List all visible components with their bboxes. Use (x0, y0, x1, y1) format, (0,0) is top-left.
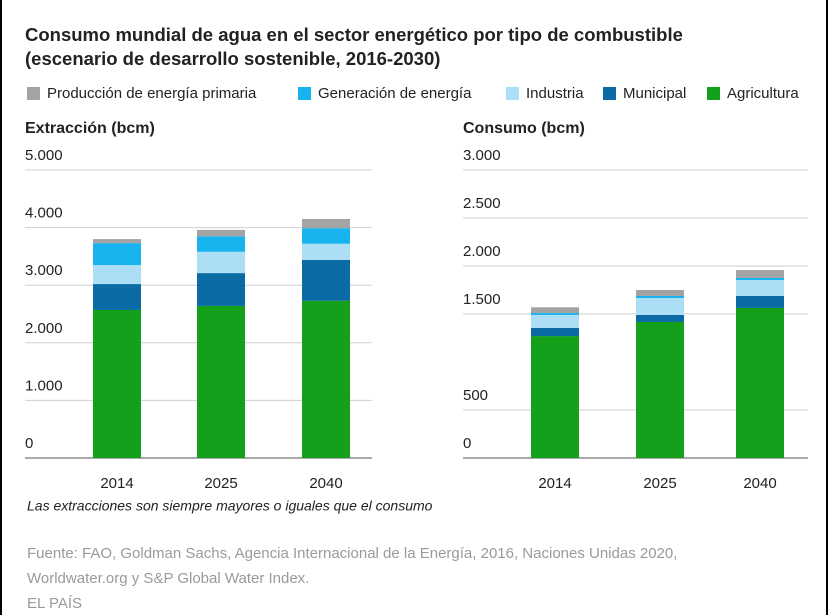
bar-segment (93, 239, 141, 244)
legend-swatch (707, 87, 720, 100)
source-line: Fuente: FAO, Goldman Sachs, Agencia Inte… (27, 545, 677, 562)
y-tick-label: 0 (463, 435, 471, 452)
x-tick-label: 2025 (643, 475, 676, 492)
y-tick-label: 1.500 (463, 291, 501, 308)
legend-label: Municipal (623, 85, 686, 102)
title-line: Consumo mundial de agua en el sector ene… (25, 24, 683, 45)
bar-segment (197, 251, 245, 274)
bar-segment (736, 270, 784, 278)
y-tick-label: 2.000 (25, 320, 63, 337)
bar-segment (636, 321, 684, 458)
bar-segment (736, 307, 784, 458)
x-tick-label: 2014 (100, 475, 133, 492)
title-line: (escenario de desarrollo sostenible, 201… (25, 48, 440, 69)
bar-segment (197, 273, 245, 306)
bar-segment (93, 284, 141, 310)
legend-label: Agricultura (727, 85, 799, 102)
y-tick-label: 4.000 (25, 205, 63, 222)
bar-segment (736, 278, 784, 281)
y-tick-label: 1.000 (25, 377, 63, 394)
bar-segment (197, 305, 245, 458)
bar-segment (531, 307, 579, 314)
legend-label: Producción de energía primaria (47, 85, 257, 102)
chart-title: Extracción (bcm) (25, 120, 155, 137)
legend-swatch (298, 87, 311, 100)
bar-segment (93, 309, 141, 458)
bar-segment (302, 218, 350, 229)
source-line: Worldwater.org y S&P Global Water Index. (27, 570, 309, 587)
bar-segment (93, 243, 141, 266)
y-tick-label: 2.000 (463, 243, 501, 260)
bar-segment (531, 313, 579, 315)
legend-swatch (27, 87, 40, 100)
chart-title: Consumo (bcm) (463, 120, 585, 137)
y-tick-label: 5.000 (25, 147, 63, 164)
credit: EL PAÍS (27, 595, 82, 612)
legend-swatch (603, 87, 616, 100)
bar-segment (531, 314, 579, 328)
bar-segment (302, 243, 350, 260)
bar-segment (736, 295, 784, 308)
x-tick-label: 2040 (743, 475, 776, 492)
x-tick-label: 2040 (309, 475, 342, 492)
bar-segment (636, 297, 684, 315)
y-tick-label: 3.000 (463, 147, 501, 164)
bar-segment (531, 327, 579, 337)
legend-label: Industria (526, 85, 584, 102)
bar-segment (531, 336, 579, 458)
bar-segment (636, 314, 684, 322)
y-tick-label: 2.500 (463, 195, 501, 212)
y-tick-label: 3.000 (25, 262, 63, 279)
bar-segment (736, 280, 784, 296)
legend-label: Generación de energía (318, 85, 472, 102)
x-tick-label: 2014 (538, 475, 571, 492)
bar-segment (302, 300, 350, 458)
legend-swatch (506, 87, 519, 100)
bar-segment (302, 259, 350, 301)
y-tick-label: 500 (463, 387, 488, 404)
bar-segment (93, 265, 141, 285)
bar-segment (197, 236, 245, 252)
bar-segment (636, 295, 684, 298)
bar-segment (302, 228, 350, 244)
x-tick-label: 2025 (204, 475, 237, 492)
note: Las extracciones son siempre mayores o i… (27, 498, 433, 514)
bar-segment (636, 290, 684, 296)
bar-segment (197, 229, 245, 237)
y-tick-label: 0 (25, 435, 33, 452)
